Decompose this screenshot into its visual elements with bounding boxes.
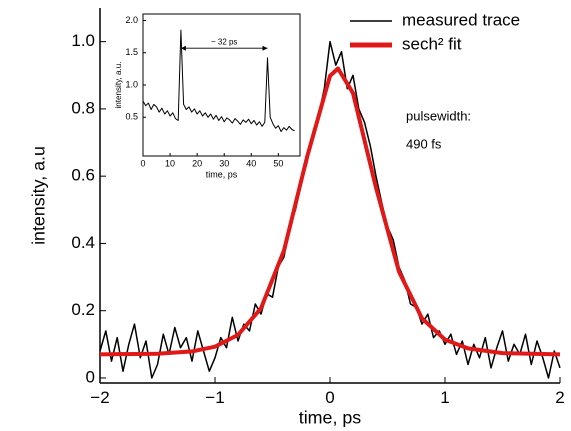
y-tick-label: 2.0 (125, 15, 138, 25)
y-tick-label: 0.2 (71, 300, 95, 319)
legend-label: sech² fit (402, 34, 462, 53)
y-tick-label: 0.5 (125, 112, 138, 122)
line-series (99, 40, 561, 379)
line-series (142, 29, 295, 132)
y-axis-label: intensity, a.u (29, 146, 49, 245)
y-tick-label: 1.5 (125, 47, 138, 57)
x-tick-label: 2 (555, 388, 564, 407)
x-tick-label: 10 (165, 158, 175, 168)
legend-label: measured trace (402, 10, 520, 29)
x-axis-label: time, ps (299, 407, 362, 427)
annotation: ~ 32 ps (211, 37, 237, 46)
x-tick-label: −1 (205, 388, 224, 407)
y-tick-label: 0.4 (71, 233, 95, 252)
x-tick-label: 30 (219, 158, 229, 168)
y-tick-label: 0.8 (71, 98, 95, 117)
x-tick-label: 50 (273, 158, 283, 168)
x-tick-label: 20 (192, 158, 202, 168)
x-axis-label: time, ps (206, 169, 238, 179)
x-tick-label: 0 (325, 388, 334, 407)
y-tick-label: 0 (86, 367, 95, 386)
x-tick-label: 1 (440, 388, 449, 407)
y-tick-label: 1.0 (71, 31, 95, 50)
y-tick-label: 1.0 (125, 79, 138, 89)
annotation: 490 fs (406, 136, 442, 151)
y-axis-label: intensity, a.u. (114, 61, 123, 108)
y-tick-label: 0.6 (71, 166, 95, 185)
x-tick-label: 0 (140, 158, 145, 168)
x-tick-label: 40 (246, 158, 256, 168)
annotation: pulsewidth: (406, 108, 471, 123)
inset-frame (142, 13, 301, 157)
line-series (99, 66, 561, 357)
x-tick-label: −2 (90, 388, 109, 407)
